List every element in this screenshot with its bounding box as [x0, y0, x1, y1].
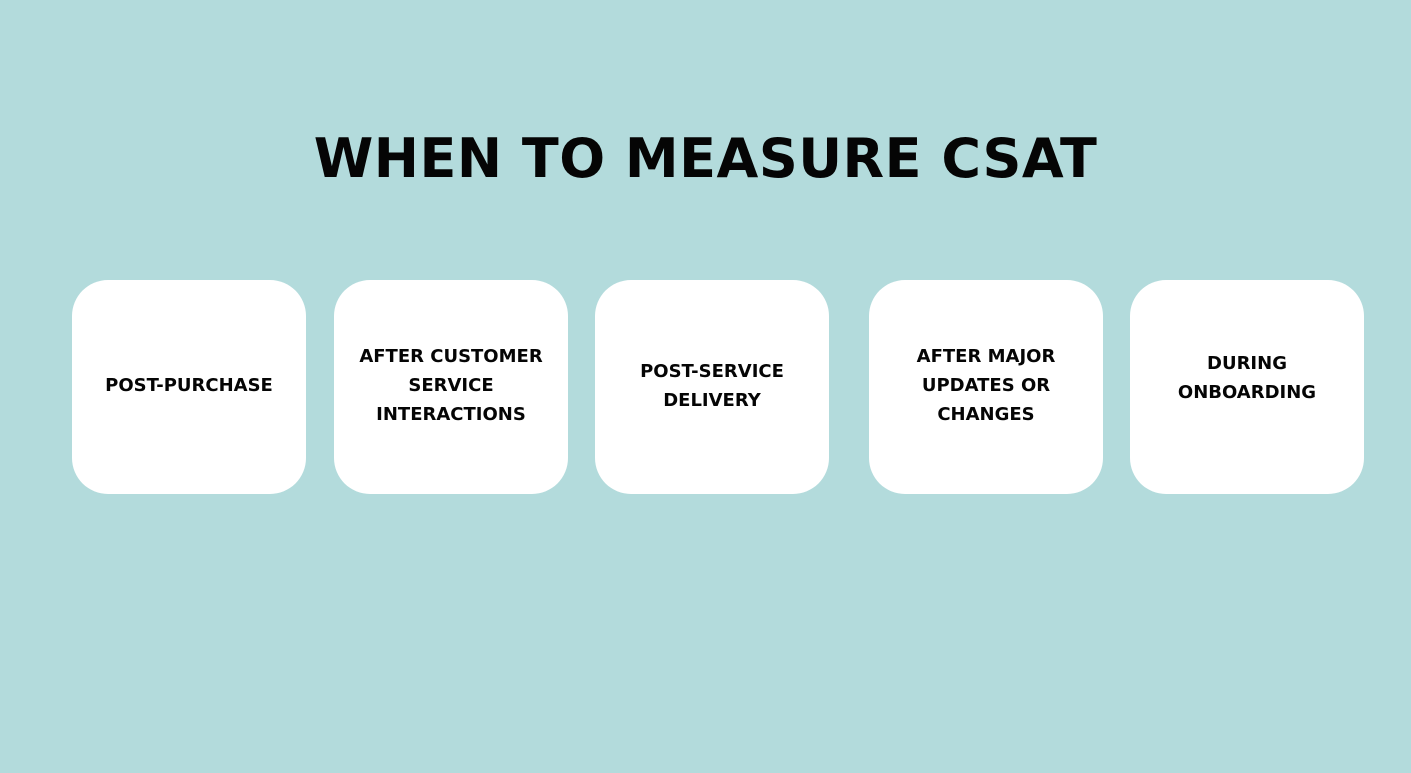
card-post-purchase: POST-PURCHASE	[72, 280, 306, 494]
card-post-service-delivery: POST-SERVICE DELIVERY	[595, 280, 829, 494]
card-label: POST-PURCHASE	[105, 375, 273, 396]
card-after-customer-service: AFTER CUSTOMER SERVICE INTERACTIONS	[334, 280, 568, 494]
card-label: DURING ONBOARDING	[1177, 353, 1317, 403]
card-label: AFTER MAJOR UPDATES OR CHANGES	[916, 346, 1056, 425]
card-label: AFTER CUSTOMER SERVICE INTERACTIONS	[359, 346, 543, 425]
card-label: POST-SERVICE DELIVERY	[640, 360, 784, 411]
page-title: WHEN TO MEASURE CSAT	[313, 127, 1098, 190]
card-during-onboarding: DURING ONBOARDING	[1130, 280, 1364, 494]
card-after-major-updates: AFTER MAJOR UPDATES OR CHANGES	[869, 280, 1103, 494]
